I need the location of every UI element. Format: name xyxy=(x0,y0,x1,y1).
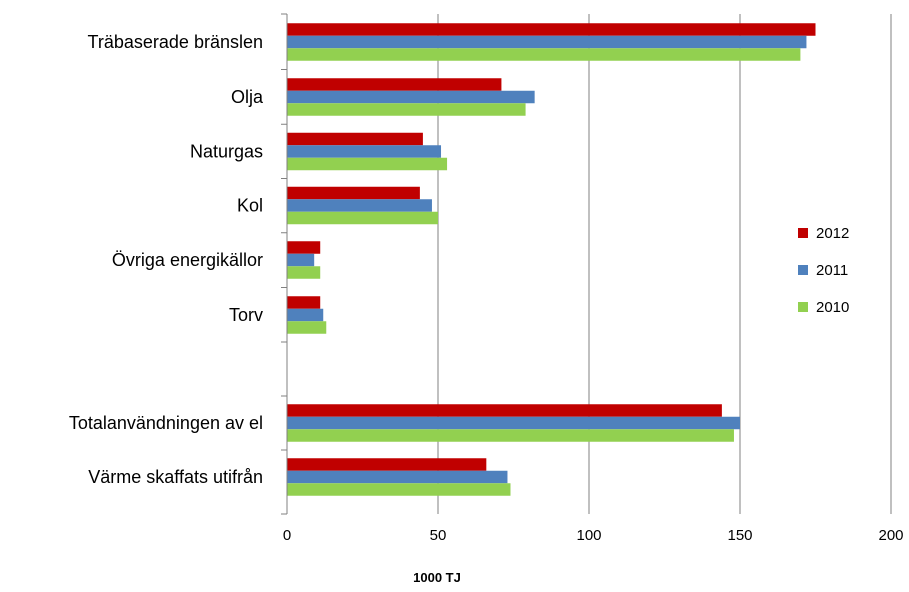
bar xyxy=(287,429,734,442)
legend-label: 2010 xyxy=(816,299,849,316)
bar xyxy=(287,404,722,417)
bar xyxy=(287,253,315,267)
x-tick-label: 150 xyxy=(727,527,752,544)
bar xyxy=(287,458,487,471)
bar xyxy=(287,416,740,430)
legend: 2012 2011 2010 xyxy=(798,225,849,316)
category-label: Kol xyxy=(237,196,263,216)
bar xyxy=(287,78,502,91)
bar xyxy=(287,470,508,484)
category-label: Torv xyxy=(229,305,263,325)
category-label: Olja xyxy=(231,87,264,107)
x-tick-label: 200 xyxy=(878,527,903,544)
bar xyxy=(287,132,423,146)
bar xyxy=(287,145,442,158)
bar xyxy=(287,103,526,116)
category-label: Övriga energikällor xyxy=(112,250,263,270)
bar xyxy=(287,483,511,496)
bar xyxy=(287,308,324,322)
bar xyxy=(287,321,327,334)
x-tick-label: 100 xyxy=(576,527,601,544)
bar xyxy=(287,157,448,171)
x-tick-label: 0 xyxy=(283,527,291,544)
legend-label: 2011 xyxy=(816,262,848,279)
bar xyxy=(287,90,535,104)
legend-label: 2012 xyxy=(816,225,849,242)
legend-swatch xyxy=(798,302,808,312)
x-tick-label: 50 xyxy=(430,527,447,544)
category-label: Värme skaffats utifrån xyxy=(88,467,263,487)
bars xyxy=(287,23,816,496)
x-axis-label: 1000 TJ xyxy=(413,570,461,585)
bar xyxy=(287,23,816,36)
bar xyxy=(287,48,801,61)
category-label: Träbaserade bränslen xyxy=(88,32,263,52)
category-label: Naturgas xyxy=(190,142,263,162)
bar xyxy=(287,266,321,279)
category-label: Totalanvändningen av el xyxy=(69,413,263,433)
bar xyxy=(287,211,438,225)
axes xyxy=(281,13,288,515)
bar xyxy=(287,241,321,254)
bar xyxy=(287,186,420,200)
legend-swatch xyxy=(798,265,808,275)
legend-swatch xyxy=(798,228,808,238)
bar xyxy=(287,296,321,309)
category-labels: Träbaserade bränslen Olja Naturgas Kol Övrig… xyxy=(69,32,264,487)
bar xyxy=(287,199,432,212)
bar xyxy=(287,35,807,49)
x-tick-labels: 0 50 100 150 200 xyxy=(283,527,904,544)
